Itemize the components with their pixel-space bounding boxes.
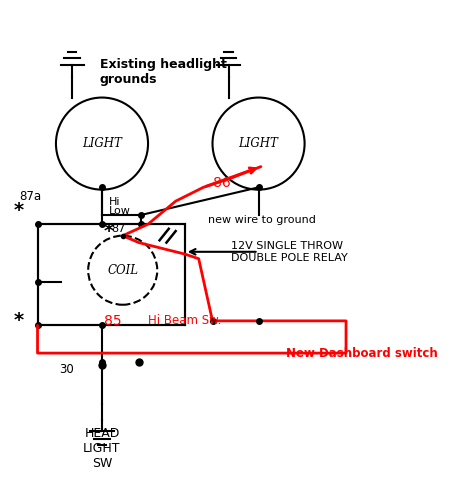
Text: LIGHT: LIGHT xyxy=(238,137,279,150)
Text: Hi: Hi xyxy=(109,197,120,207)
Text: Existing headlight
grounds: Existing headlight grounds xyxy=(100,58,227,86)
Text: *: * xyxy=(14,311,24,330)
Text: new wire to ground: new wire to ground xyxy=(208,215,316,225)
Circle shape xyxy=(56,97,148,190)
Text: *: * xyxy=(14,201,24,220)
Text: Low: Low xyxy=(109,206,131,216)
Text: 85: 85 xyxy=(104,314,122,328)
Text: Hi Beam Sw.: Hi Beam Sw. xyxy=(148,314,221,327)
Text: LIGHT: LIGHT xyxy=(82,137,122,150)
Text: New Dashboard switch: New Dashboard switch xyxy=(286,347,438,360)
Text: 12V SINGLE THROW
DOUBLE POLE RELAY: 12V SINGLE THROW DOUBLE POLE RELAY xyxy=(231,241,347,262)
Circle shape xyxy=(212,97,305,190)
Text: 86: 86 xyxy=(212,176,230,190)
Text: 30: 30 xyxy=(60,363,74,376)
Bar xyxy=(37,224,185,325)
Text: *: * xyxy=(104,222,114,241)
Circle shape xyxy=(88,236,157,305)
Text: HEAD
LIGHT
SW: HEAD LIGHT SW xyxy=(83,427,121,470)
Text: COIL: COIL xyxy=(107,263,138,277)
Text: 87: 87 xyxy=(111,224,126,234)
Text: 87a: 87a xyxy=(19,190,41,203)
